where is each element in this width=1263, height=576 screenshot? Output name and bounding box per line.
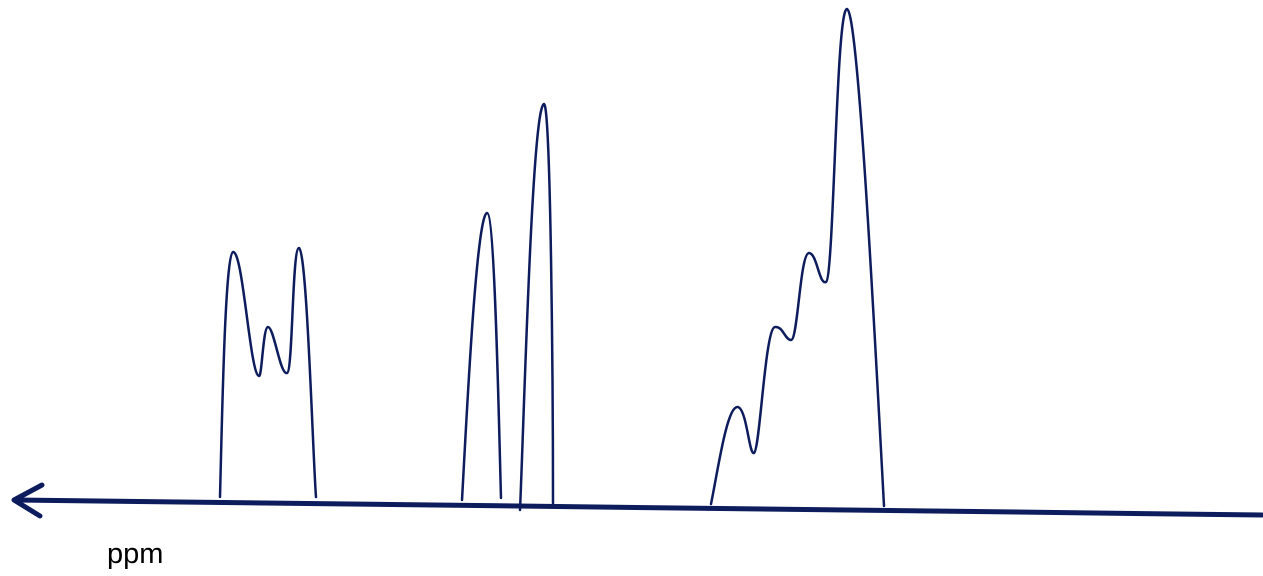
- peak-group-doublet-peak-2: [518, 102, 555, 512]
- axis-label-ppm: ppm: [107, 538, 164, 570]
- axis-line: [13, 497, 1263, 518]
- peak-group-triplet: [218, 246, 318, 499]
- peak-group-multiplet: [709, 7, 886, 508]
- axis-arrowhead: [11, 482, 45, 519]
- peak-group-doublet-peak-1: [460, 211, 503, 502]
- ppm-axis: [11, 482, 1263, 519]
